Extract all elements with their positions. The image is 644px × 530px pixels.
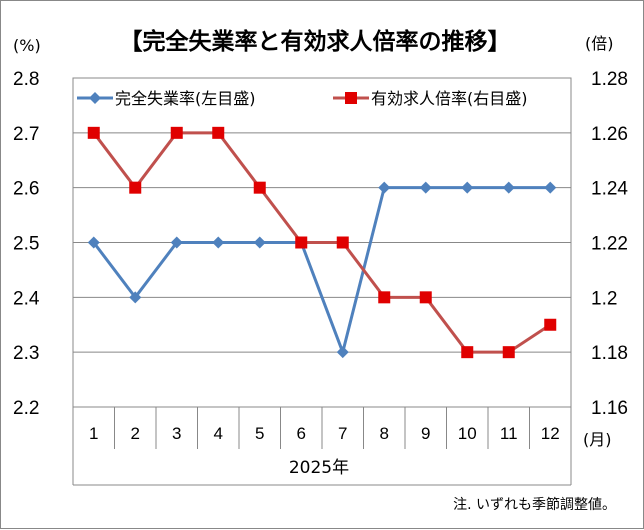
data-point bbox=[419, 181, 432, 194]
data-point bbox=[170, 126, 183, 139]
data-point bbox=[170, 236, 183, 249]
left-axis-unit: (%) bbox=[13, 36, 41, 55]
left-tick-label: 2.6 bbox=[13, 179, 39, 200]
legend-marker-job-ratio bbox=[345, 92, 357, 104]
right-tick-label: 1.18 bbox=[591, 343, 628, 364]
x-axis-label: 2025年 bbox=[289, 458, 349, 478]
right-axis-unit: (倍) bbox=[585, 34, 614, 53]
x-tick-label: 10 bbox=[458, 424, 477, 443]
data-point bbox=[544, 318, 557, 331]
right-axis-ticks: 1.16 1.18 1.2 1.22 1.24 1.26 1.28 bbox=[591, 69, 628, 419]
data-point bbox=[419, 291, 432, 304]
x-tick-label: 7 bbox=[338, 424, 347, 443]
right-tick-label: 1.2 bbox=[591, 288, 617, 309]
x-axis-ticks: 1 2 3 4 5 6 7 8 9 10 11 12 bbox=[89, 424, 560, 443]
data-point bbox=[87, 126, 100, 139]
right-tick-label: 1.26 bbox=[591, 124, 628, 145]
left-axis-ticks: 2.2 2.3 2.4 2.5 2.6 2.7 2.8 bbox=[13, 69, 40, 419]
data-point bbox=[544, 181, 557, 194]
right-tick-label: 1.16 bbox=[591, 398, 628, 419]
series-line-1 bbox=[92, 131, 552, 354]
x-tick-label: 4 bbox=[214, 424, 223, 443]
category-dividers bbox=[72, 407, 572, 486]
x-tick-label: 1 bbox=[89, 424, 98, 443]
x-tick-label: 8 bbox=[380, 424, 389, 443]
left-tick-label: 2.2 bbox=[13, 398, 39, 419]
chart-title: 【完全失業率と有効求人倍率の推移】 bbox=[120, 28, 511, 55]
right-tick-label: 1.28 bbox=[591, 69, 628, 90]
x-tick-label: 12 bbox=[541, 424, 560, 443]
x-tick-label: 6 bbox=[297, 424, 306, 443]
left-tick-label: 2.7 bbox=[13, 124, 39, 145]
x-tick-label: 5 bbox=[255, 424, 264, 443]
right-tick-label: 1.22 bbox=[591, 234, 628, 255]
data-point bbox=[212, 126, 225, 139]
data-point bbox=[253, 181, 266, 194]
data-point bbox=[336, 236, 349, 249]
series-line-0 bbox=[92, 186, 551, 354]
legend: 完全失業率(左目盛) 有効求人倍率(右目盛) bbox=[77, 89, 528, 108]
data-point bbox=[129, 181, 142, 194]
data-point bbox=[378, 181, 391, 194]
x-tick-label: 9 bbox=[421, 424, 430, 443]
data-point bbox=[378, 291, 391, 304]
x-tick-label: 3 bbox=[172, 424, 181, 443]
left-tick-label: 2.5 bbox=[13, 234, 39, 255]
left-tick-label: 2.4 bbox=[13, 288, 40, 309]
data-point bbox=[253, 236, 266, 249]
x-axis-unit: (月) bbox=[583, 430, 612, 449]
legend-marker-unemployment bbox=[89, 92, 101, 104]
left-tick-label: 2.3 bbox=[13, 343, 39, 364]
data-point bbox=[502, 181, 515, 194]
legend-label-job-ratio: 有効求人倍率(右目盛) bbox=[371, 89, 528, 108]
data-point bbox=[461, 346, 474, 359]
data-point bbox=[336, 346, 349, 359]
footnote: 注. いずれも季節調整値。 bbox=[453, 496, 616, 513]
x-tick-label: 11 bbox=[500, 424, 518, 443]
right-tick-label: 1.24 bbox=[591, 179, 628, 200]
data-point bbox=[87, 236, 100, 249]
data-point bbox=[212, 236, 225, 249]
series-layer bbox=[87, 126, 557, 359]
data-point bbox=[129, 291, 142, 304]
data-point bbox=[295, 236, 308, 249]
x-tick-label: 2 bbox=[131, 424, 140, 443]
data-point bbox=[461, 181, 474, 194]
left-tick-label: 2.8 bbox=[13, 69, 39, 90]
data-point bbox=[502, 346, 515, 359]
legend-label-unemployment: 完全失業率(左目盛) bbox=[115, 89, 256, 108]
